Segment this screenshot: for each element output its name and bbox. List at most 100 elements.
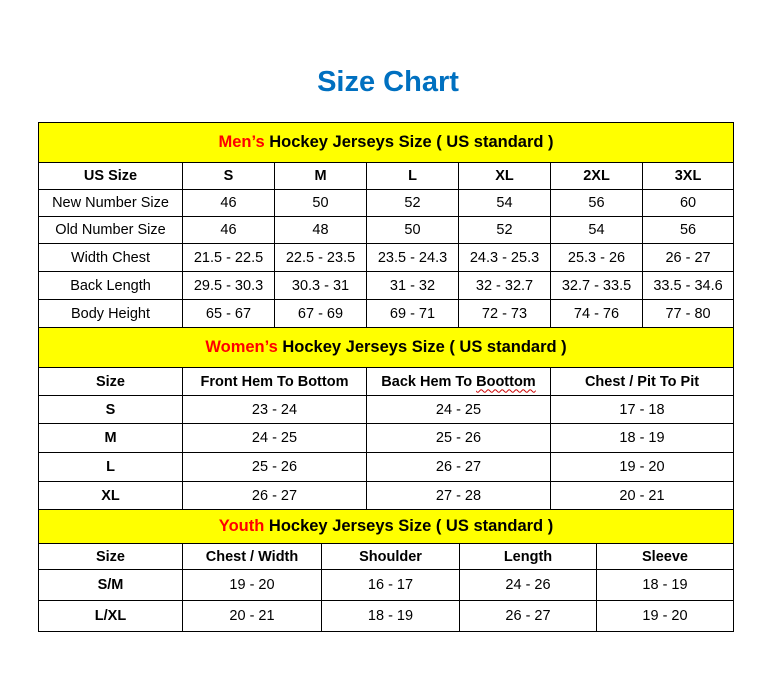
table-cell: 23 - 24 <box>182 395 367 424</box>
column-header: Shoulder <box>321 543 460 570</box>
table-cell: 25 - 26 <box>366 423 551 453</box>
table-row: S 23 - 24 24 - 25 17 - 18 <box>38 395 735 424</box>
table-row: New Number Size 46 50 52 54 56 60 <box>38 189 735 217</box>
column-header: XL <box>458 162 551 190</box>
column-header: Length <box>459 543 597 570</box>
row-label: Width Chest <box>38 243 183 272</box>
column-header: S <box>182 162 275 190</box>
table-cell: 19 - 20 <box>549 452 735 482</box>
table-row: Old Number Size 46 48 50 52 54 56 <box>38 216 735 244</box>
table-cell: 48 <box>274 216 367 244</box>
youth-table: Youth Hockey Jerseys Size ( US standard … <box>37 509 735 632</box>
column-header: M <box>274 162 367 190</box>
table-cell: 27 - 28 <box>366 481 551 510</box>
column-header-label: Chest / Pit To Pit <box>584 373 700 390</box>
mens-table: Men’s Hockey Jerseys Size ( US standard … <box>37 122 735 328</box>
table-cell: 56 <box>550 189 643 217</box>
table-cell: 50 <box>366 216 459 244</box>
table-row: L 25 - 26 26 - 27 19 - 20 <box>38 452 735 482</box>
table-row: L/XL 20 - 21 18 - 19 26 - 27 19 - 20 <box>38 600 735 632</box>
column-header-label: Back Hem To Boottom <box>381 373 536 390</box>
row-label: L/XL <box>38 600 183 632</box>
column-header-label: M <box>314 168 327 184</box>
row-label: S/M <box>38 569 183 601</box>
table-cell: 67 - 69 <box>274 299 367 328</box>
column-header: Back Hem To Boottom <box>366 367 551 396</box>
column-header-label: Size <box>95 548 125 565</box>
table-cell: 26 - 27 <box>366 452 551 482</box>
column-header-label: US Size <box>83 168 138 184</box>
column-header: Size <box>38 367 183 396</box>
table-cell: 17 - 18 <box>549 395 735 424</box>
section-heading: Women’s Hockey Jerseys Size ( US standar… <box>37 327 735 368</box>
table-cell: 24.3 - 25.3 <box>458 243 551 272</box>
table-cell: 22.5 - 23.5 <box>274 243 367 272</box>
column-header-label: Sleeve <box>642 548 688 565</box>
table-cell: 18 - 19 <box>321 600 460 632</box>
column-header-label: 2XL <box>583 168 610 184</box>
table-row: Width Chest 21.5 - 22.5 22.5 - 23.5 23.5 - … <box>38 243 735 272</box>
table-cell: 32.7 - 33.5 <box>550 271 643 300</box>
section-heading-text: Hockey Jerseys Size ( US standard ) <box>268 517 554 535</box>
table-cell: 31 - 32 <box>366 271 459 300</box>
table-cell: 56 <box>641 216 735 244</box>
column-header-label: Shoulder <box>359 548 422 565</box>
column-header-label: XL <box>495 168 514 184</box>
table-cell: 50 <box>274 189 367 217</box>
table-cell: 21.5 - 22.5 <box>182 243 275 272</box>
section-highlight: Youth <box>218 517 265 535</box>
row-label: M <box>38 423 183 453</box>
table-row: S/M 19 - 20 16 - 17 24 - 26 18 - 19 <box>38 569 735 601</box>
column-header: 3XL <box>641 162 735 190</box>
section-heading-text: Hockey Jerseys Size ( US standard ) <box>282 338 567 356</box>
table-row: Body Height 65 - 67 67 - 69 69 - 71 72 - 73 7… <box>38 299 735 328</box>
row-label: S <box>38 395 183 424</box>
column-header: Chest / Width <box>182 543 322 570</box>
table-cell: 52 <box>366 189 459 217</box>
column-header: Front Hem To Bottom <box>182 367 367 396</box>
table-cell: 19 - 20 <box>595 600 735 632</box>
table-cell: 26 - 27 <box>459 600 597 632</box>
table-cell: 18 - 19 <box>549 423 735 453</box>
row-label: Back Length <box>38 271 183 300</box>
table-cell: 20 - 21 <box>549 481 735 510</box>
row-label: New Number Size <box>38 189 183 217</box>
section-highlight: Men’s <box>218 133 265 151</box>
table-cell: 19 - 20 <box>182 569 322 601</box>
table-cell: 25 - 26 <box>182 452 367 482</box>
row-label: L <box>38 452 183 482</box>
table-cell: 60 <box>641 189 735 217</box>
column-header-label: S <box>223 168 234 184</box>
table-row: Back Length 29.5 - 30.3 30.3 - 31 31 - 32 32… <box>38 271 735 300</box>
table-cell: 77 - 80 <box>641 299 735 328</box>
table-cell: 25.3 - 26 <box>550 243 643 272</box>
page-title: Size Chart <box>317 66 459 98</box>
table-cell: 54 <box>458 189 551 217</box>
column-header: 2XL <box>550 162 643 190</box>
row-label: Body Height <box>38 299 183 328</box>
column-header: L <box>366 162 459 190</box>
column-header-label: L <box>408 168 417 184</box>
table-cell: 24 - 26 <box>459 569 597 601</box>
spellcheck-word: Boottom <box>476 373 536 390</box>
column-header-label: Chest / Width <box>205 548 299 565</box>
header-row: US Size S M L XL 2XL 3XL <box>38 162 735 190</box>
column-header-label: Size <box>95 373 125 390</box>
column-header: Sleeve <box>595 543 735 570</box>
table-cell: 54 <box>550 216 643 244</box>
section-highlight: Women’s <box>205 338 278 356</box>
section-heading-text: Hockey Jerseys Size ( US standard ) <box>269 133 554 151</box>
table-cell: 26 - 27 <box>641 243 735 272</box>
header-row: Size Front Hem To Bottom Back Hem To Boott… <box>38 367 735 396</box>
table-cell: 33.5 - 34.6 <box>641 271 735 300</box>
table-row: M 24 - 25 25 - 26 18 - 19 <box>38 423 735 453</box>
column-header-label: 3XL <box>674 168 702 184</box>
column-header: US Size <box>38 162 183 190</box>
column-header-label: Length <box>503 548 553 565</box>
table-row: XL 26 - 27 27 - 28 20 - 21 <box>38 481 735 510</box>
table-cell: 74 - 76 <box>550 299 643 328</box>
table-cell: 16 - 17 <box>321 569 460 601</box>
womens-table: Women’s Hockey Jerseys Size ( US standar… <box>37 327 735 510</box>
table-cell: 20 - 21 <box>182 600 322 632</box>
column-header-label: Front Hem To Bottom <box>200 373 349 390</box>
